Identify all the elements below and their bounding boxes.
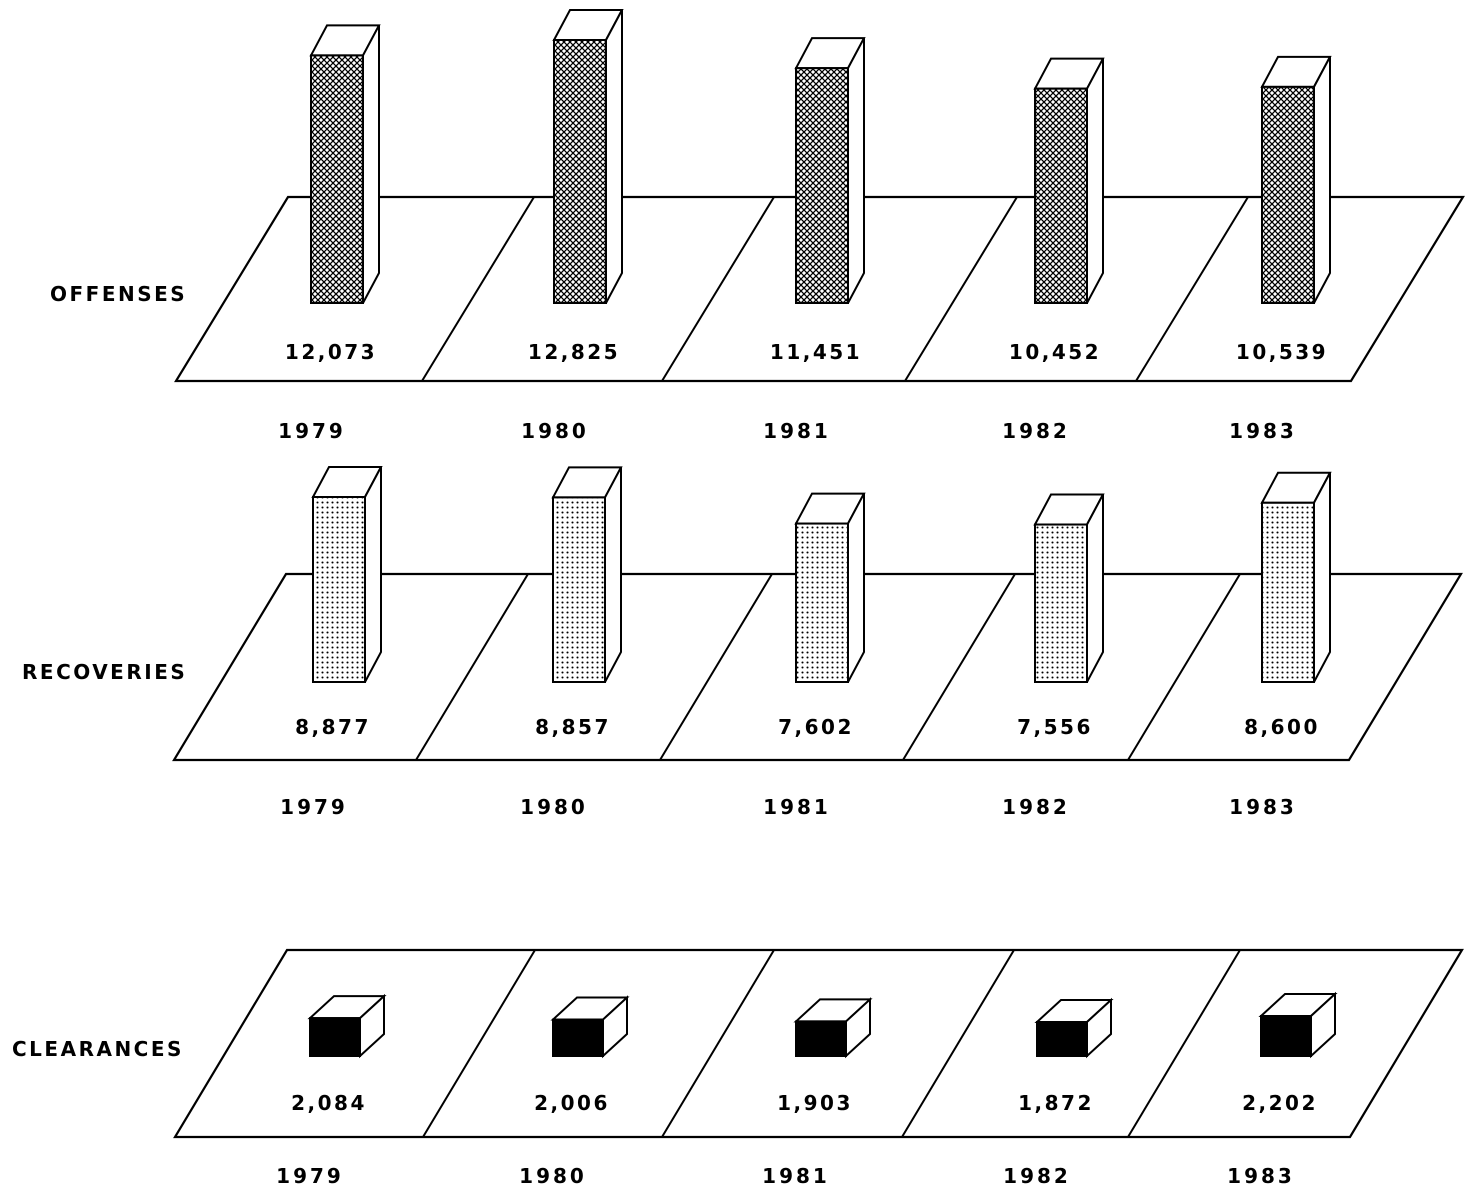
row-label-offenses: OFFENSES [50,282,187,306]
bar-front-face [796,68,848,303]
bar-recoveries-1981 [796,494,864,682]
value-label-offenses-1983: 10,539 [1236,340,1328,364]
value-label-recoveries-1980: 8,857 [535,715,611,739]
value-label-offenses-1981: 11,451 [770,340,862,364]
year-label-clearances-1982: 1982 [1003,1164,1071,1188]
bar-front-face [1037,1022,1087,1056]
bar-recoveries-1980 [553,467,621,682]
bar-front-face [310,1018,360,1056]
bar-side-face [1087,59,1103,303]
bar-front-face [1262,87,1314,303]
value-label-recoveries-1982: 7,556 [1017,715,1093,739]
year-label-offenses-1979: 1979 [278,419,346,443]
bar-side-face [606,10,622,303]
bar-recoveries-1982 [1035,495,1103,682]
value-label-clearances-1983: 2,202 [1242,1091,1318,1115]
year-label-clearances-1981: 1981 [762,1164,830,1188]
row-label-recoveries: RECOVERIES [22,660,187,684]
bar-front-face [553,497,605,682]
value-label-recoveries-1983: 8,600 [1244,715,1320,739]
value-label-clearances-1979: 2,084 [291,1091,367,1115]
bar-offenses-1980 [554,10,622,303]
year-label-clearances-1980: 1980 [519,1164,587,1188]
bar-recoveries-1979 [313,467,381,682]
bar-offenses-1981 [796,38,864,303]
year-label-recoveries-1982: 1982 [1002,795,1070,819]
bar-recoveries-1983 [1262,473,1330,682]
bar-offenses-1983 [1262,57,1330,303]
bar-front-face [313,497,365,682]
bar-offenses-1979 [311,25,379,303]
bar-side-face [365,467,381,682]
value-label-offenses-1980: 12,825 [528,340,620,364]
year-label-clearances-1983: 1983 [1227,1164,1295,1188]
year-label-offenses-1980: 1980 [521,419,589,443]
bar-side-face [1314,57,1330,303]
bar-front-face [1035,525,1087,682]
bar-side-face [1314,473,1330,682]
bar-front-face [554,40,606,303]
value-label-clearances-1981: 1,903 [777,1091,853,1115]
bar-side-face [605,467,621,682]
bar-front-face [1261,1016,1311,1056]
value-label-clearances-1980: 2,006 [534,1091,610,1115]
year-label-clearances-1979: 1979 [276,1164,344,1188]
row-label-clearances: CLEARANCES [12,1037,184,1061]
bars-layer [310,10,1335,1056]
bar-front-face [796,1021,846,1056]
year-label-offenses-1983: 1983 [1229,419,1297,443]
value-label-recoveries-1979: 8,877 [295,715,371,739]
bar-front-face [553,1020,603,1056]
value-label-clearances-1982: 1,872 [1018,1091,1094,1115]
value-label-offenses-1982: 10,452 [1009,340,1101,364]
value-label-offenses-1979: 12,073 [285,340,377,364]
bar-front-face [796,524,848,682]
year-label-recoveries-1980: 1980 [520,795,588,819]
year-label-offenses-1981: 1981 [763,419,831,443]
bar-offenses-1982 [1035,59,1103,303]
year-label-recoveries-1979: 1979 [280,795,348,819]
bar-side-face [848,494,864,682]
value-label-recoveries-1981: 7,602 [778,715,854,739]
bar-side-face [363,25,379,303]
year-label-offenses-1982: 1982 [1002,419,1070,443]
bar-side-face [1087,495,1103,682]
bar-front-face [311,55,363,303]
year-label-recoveries-1983: 1983 [1229,795,1297,819]
bar-front-face [1262,503,1314,682]
bar-side-face [848,38,864,303]
year-label-recoveries-1981: 1981 [763,795,831,819]
bar-front-face [1035,89,1087,303]
